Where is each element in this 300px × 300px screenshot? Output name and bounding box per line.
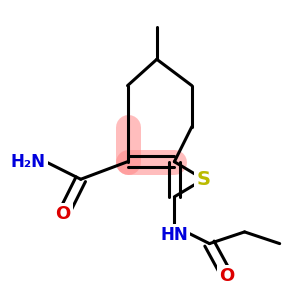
Text: S: S xyxy=(196,170,211,189)
Text: O: O xyxy=(219,267,235,285)
Text: O: O xyxy=(56,206,71,224)
Text: HN: HN xyxy=(160,226,188,244)
Text: H₂N: H₂N xyxy=(11,153,46,171)
